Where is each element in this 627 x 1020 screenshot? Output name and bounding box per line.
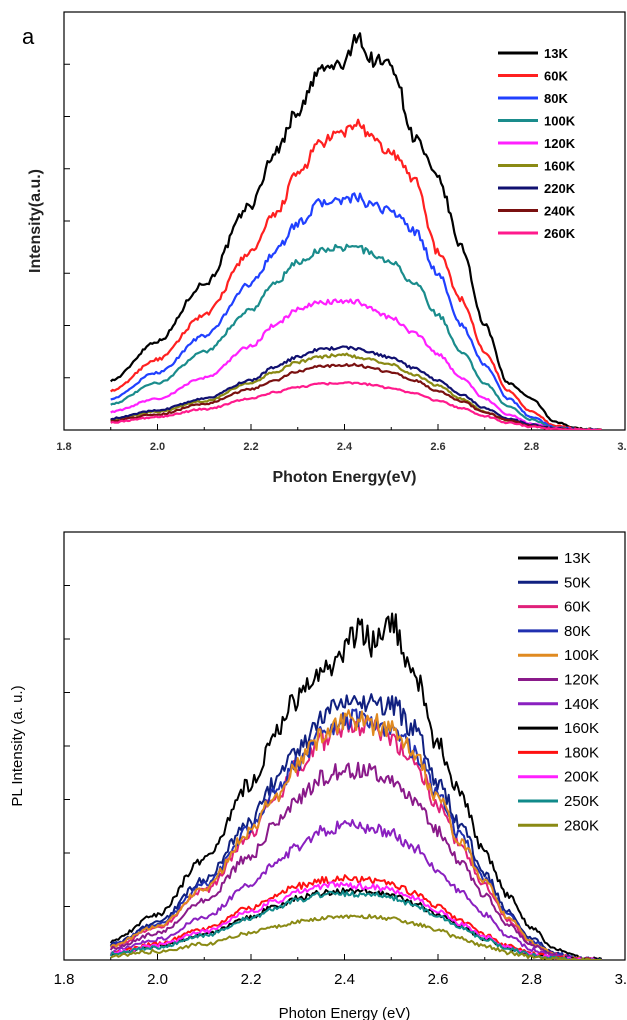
legend-label: 250K [564,793,599,810]
series-line-220K [110,345,602,430]
series-line-13K [109,612,603,960]
chart-panel-a: 1.8 2.0 2.2 2.4 2.6 2.8 3.0 Photon Energy(eV) In… [0,0,627,500]
y-axis-label: PL Intensity (a. u.) [9,685,26,806]
legend-label: 180K [564,744,599,761]
series-line-60K [109,118,602,430]
x-tick-label: 2.4 [334,971,355,988]
x-tick-label: 2.6 [430,441,445,453]
legend-label: 120K [544,136,576,151]
chart-a-svg: 1.8 2.0 2.2 2.4 2.6 2.8 3.0 Photon Energy(eV) In… [22,11,627,486]
chart-b-svg: 1.8 2.0 2.2 2.4 2.6 2.8 3.0 Photon Energy (eV) P… [9,531,627,1020]
legend-label: 200K [564,769,599,786]
panel-label: a [22,24,35,49]
series-line-140K [110,819,603,960]
legend-label: 13K [544,46,568,61]
legend-label: 80K [564,623,591,640]
x-tick-label: 2.4 [337,441,353,453]
series-line-280K [110,913,602,960]
x-axis-label: Photon Energy (eV) [279,1005,411,1020]
x-tick-label: 2.8 [524,441,539,453]
x-tick-label: 2.0 [147,971,168,988]
x-tick-label: 2.0 [150,441,165,453]
x-tick-label: 2.2 [241,971,262,988]
legend-label: 13K [564,550,591,567]
series-line-200K [109,881,602,960]
series-line-60K [110,717,602,960]
legend-label: 160K [544,159,576,174]
series-line-120K [109,761,603,960]
chart-panel-b: 1.8 2.0 2.2 2.4 2.6 2.8 3.0 Photon Energy (eV) P… [0,520,627,1020]
series-line-100K [109,709,602,960]
legend-label: 240K [544,204,576,219]
legend-label: 80K [544,91,568,106]
legend-label: 280K [564,817,599,834]
x-tick-label: 1.8 [56,441,71,453]
x-tick-label: 3.0 [617,441,627,453]
series-line-80K [110,192,602,430]
series-line-260K [110,381,602,430]
legend-label: 120K [564,672,599,689]
x-tick-label: 1.8 [54,971,75,988]
series-line-180K [109,874,602,960]
x-tick-label: 3.0 [615,971,627,988]
legend-label: 140K [564,696,599,713]
legend-label: 100K [564,647,599,664]
x-tick-label: 2.2 [243,441,258,453]
legend-label: 220K [544,181,576,196]
plot-frame [63,11,626,431]
series-line-120K [110,298,602,430]
x-tick-label: 2.8 [521,971,542,988]
x-tick-label: 2.6 [428,971,449,988]
series-line-100K [110,243,602,430]
legend-label: 260K [544,226,576,241]
series-line-13K [109,32,602,430]
legend-label: 160K [564,720,599,737]
legend-label: 60K [564,599,591,616]
legend-label: 100K [544,114,576,129]
series-line-250K [109,890,602,960]
x-axis-label: Photon Energy(eV) [272,469,416,486]
legend-label: 60K [544,69,568,84]
y-axis-label: Intensity(a.u.) [27,169,44,273]
legend-label: 50K [564,574,591,591]
series-line-80K [110,708,602,960]
